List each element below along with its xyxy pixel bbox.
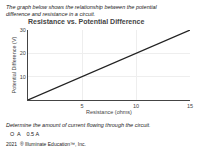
svg-text:10: 10 [20,74,26,80]
svg-text:10: 10 [133,103,139,109]
svg-text:30: 30 [20,27,26,33]
svg-text:20: 20 [20,50,26,56]
svg-text:5: 5 [80,103,83,109]
svg-text:Resistance (ohms): Resistance (ohms) [86,109,132,115]
svg-text:Resistance vs. Potential Diffe: Resistance vs. Potential Difference [28,18,144,25]
svg-text:2021 ® Illuminate Education™,: 2021 ® Illuminate Education™, Inc. [6,141,86,147]
svg-text:Potential Difference (V): Potential Difference (V) [11,36,17,93]
svg-text:O A 0.5 A: O A 0.5 A [10,131,39,137]
svg-text:The graph below shows the rela: The graph below shows the relationship b… [6,4,158,17]
svg-text:15: 15 [187,103,193,109]
svg-text:Determine the amount of curren: Determine the amount of current flowing … [6,122,151,128]
